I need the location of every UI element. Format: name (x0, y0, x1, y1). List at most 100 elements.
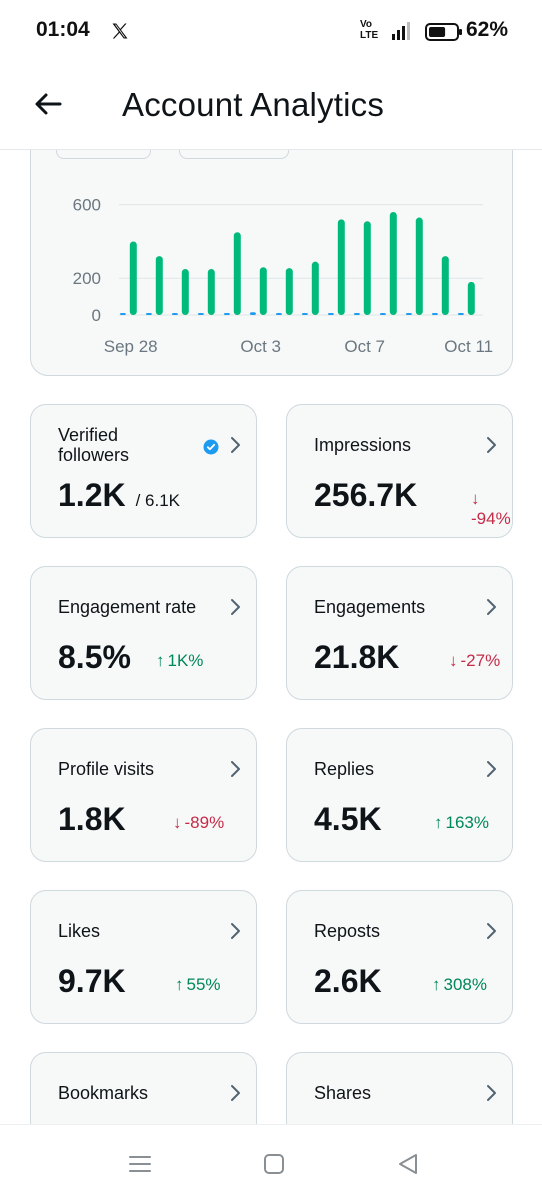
metric-change-value: 308% (443, 975, 487, 994)
metric-value-text: 8.5% (58, 639, 131, 675)
metric-label: Reposts (314, 921, 381, 941)
metric-change-value: 1K% (167, 651, 204, 670)
metric-card-replies[interactable]: Replies 4.5K ↑ 163% (286, 728, 513, 862)
chevron-right-icon[interactable] (482, 435, 502, 455)
chevron-right-icon[interactable] (226, 759, 246, 779)
bar-blue[interactable] (249, 312, 256, 315)
metric-change: ↓-94% (471, 489, 512, 529)
metric-label: Verified followers (58, 425, 130, 465)
bar-green[interactable] (415, 217, 423, 315)
metric-value-text: 9.7K (58, 963, 126, 999)
bar-blue[interactable] (327, 313, 334, 315)
metric-card-engagements[interactable]: Engagements 21.8K ↓ -27% (286, 566, 513, 700)
metric-label: Likes (58, 921, 101, 941)
chevron-right-icon[interactable] (226, 921, 246, 941)
arrow-down-icon: ↓ (173, 813, 182, 832)
bar-blue[interactable] (379, 313, 386, 315)
bar-green[interactable] (259, 267, 267, 315)
bar-blue[interactable] (171, 313, 178, 315)
bar-blue[interactable] (301, 313, 308, 315)
chevron-right-icon[interactable] (226, 597, 246, 617)
arrow-down-icon: ↓ (471, 489, 480, 508)
x-tick-label: Oct 11 (444, 337, 493, 356)
metric-change: ↑ 1K% (156, 651, 203, 671)
bar-blue[interactable] (197, 313, 204, 315)
bar-blue[interactable] (119, 313, 126, 315)
bar-blue[interactable] (223, 313, 230, 315)
menu-icon[interactable] (125, 1149, 155, 1179)
arrow-up-icon: ↑ (432, 975, 441, 994)
bar-green[interactable] (441, 256, 449, 315)
metric-value: 256.7K (314, 477, 417, 514)
metric-label: Replies (314, 759, 375, 779)
arrow-up-icon: ↑ (434, 813, 443, 832)
metric-change: ↑ 55% (175, 975, 221, 995)
page-title: Account Analytics (122, 86, 385, 123)
metric-change: ↓ -27% (449, 651, 500, 671)
metric-value: 1.8K (58, 801, 126, 838)
battery-percent: 62% (466, 18, 509, 41)
chevron-right-icon[interactable] (226, 1083, 246, 1103)
bar-green[interactable] (389, 212, 397, 315)
metric-label: Impressions (314, 435, 412, 455)
metric-card-profile-visits[interactable]: Profile visits 1.8K ↓ -89% (30, 728, 257, 862)
metric-label: Engagements (314, 597, 426, 617)
y-tick-label: 600 (73, 196, 101, 215)
bar-green[interactable] (129, 241, 137, 315)
status-bar: 01:04 Vo LTE 62% (0, 0, 542, 62)
metric-value: 1.2K / 6.1K (58, 477, 180, 514)
metric-change-value: -89% (184, 813, 225, 832)
bar-green[interactable] (285, 268, 293, 315)
x-tick-label: Oct 3 (240, 337, 281, 356)
metric-value: 21.8K (314, 639, 399, 676)
metric-card-reposts[interactable]: Reposts 2.6K ↑ 308% (286, 890, 513, 1024)
chevron-right-icon[interactable] (482, 921, 502, 941)
bar-green[interactable] (233, 232, 241, 315)
bar-blue[interactable] (275, 313, 282, 315)
home-square-icon[interactable] (259, 1149, 289, 1179)
arrow-left-icon[interactable] (30, 86, 66, 122)
bar-blue[interactable] (405, 313, 412, 315)
bar-green[interactable] (207, 269, 215, 315)
metric-label: Shares (314, 1083, 372, 1103)
bar-green[interactable] (467, 281, 475, 315)
metric-label: Engagement rate (58, 597, 197, 617)
metric-card-verified-followers[interactable]: Verified followers 1.2K / 6.1K (30, 404, 257, 538)
arrow-up-icon: ↑ (175, 975, 184, 994)
battery-icon (425, 23, 462, 41)
metric-card-impressions[interactable]: Impressions 256.7K ↓-94% (286, 404, 513, 538)
metric-value-text: 1.8K (58, 801, 126, 837)
bar-blue[interactable] (353, 313, 360, 315)
bar-green[interactable] (311, 261, 319, 315)
bar-blue[interactable] (431, 313, 438, 315)
metric-change: ↑ 308% (432, 975, 487, 995)
metric-label: Profile visits (58, 759, 155, 779)
metric-value-text: 2.6K (314, 963, 382, 999)
metric-card-likes[interactable]: Likes 9.7K ↑ 55% (30, 890, 257, 1024)
metric-subvalue: / 6.1K (135, 491, 181, 510)
metric-label: Bookmarks (58, 1083, 149, 1103)
y-tick-label: 0 (92, 306, 101, 325)
metric-card-engagement-rate[interactable]: Engagement rate 8.5% ↑ 1K% (30, 566, 257, 700)
x-tick-label: Oct 7 (344, 337, 385, 356)
chevron-right-icon[interactable] (482, 1083, 502, 1103)
bar-blue[interactable] (145, 313, 152, 315)
metric-value: 4.5K (314, 801, 382, 838)
bar-green[interactable] (181, 269, 189, 315)
metric-value-text: 21.8K (314, 639, 400, 675)
metric-value-text: 1.2K (58, 477, 126, 513)
bar-blue[interactable] (457, 313, 464, 315)
chart-card: 600 200 0 Sep 28 Oct 3 Oct 7 Oct 11 (30, 120, 513, 376)
bar-green[interactable] (363, 221, 371, 315)
metric-value-text: 256.7K (314, 477, 418, 513)
verified-badge-icon (203, 439, 219, 455)
chevron-right-icon[interactable] (226, 435, 246, 455)
back-triangle-icon[interactable] (393, 1149, 423, 1179)
metric-change-value: -27% (460, 651, 501, 670)
metric-change: ↑ 163% (434, 813, 489, 833)
chevron-right-icon[interactable] (482, 597, 502, 617)
bar-green[interactable] (155, 256, 163, 315)
bar-green[interactable] (337, 219, 345, 315)
chevron-right-icon[interactable] (482, 759, 502, 779)
